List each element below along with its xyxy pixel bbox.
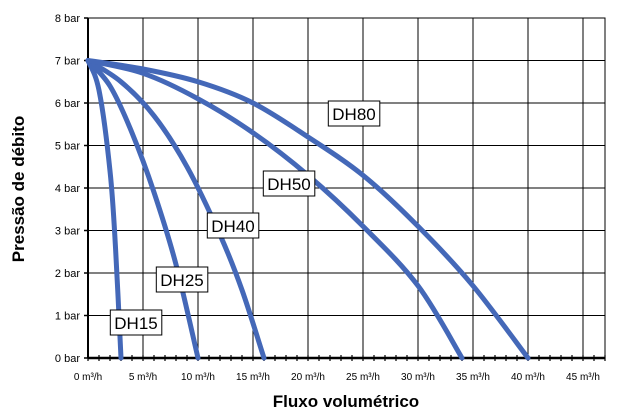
series-label-box [262, 170, 316, 197]
x-axis-title: Fluxo volumétrico [273, 392, 419, 411]
x-tick-label: 0 m³/h [74, 372, 102, 383]
y-tick-label: 0 bar [55, 353, 80, 365]
x-tick-label: 25 m³/h [346, 372, 380, 383]
series-label-text: DH50 [267, 175, 310, 194]
series-label-dh50: DH50 [262, 170, 316, 197]
series-label-dh15: DH15 [109, 309, 163, 336]
series-line-dh40 [85, 58, 267, 361]
y-tick-label: 2 bar [55, 268, 80, 280]
y-axis-title: Pressão de débito [9, 116, 28, 262]
y-tick-label: 4 bar [55, 183, 80, 195]
series-label-dh40: DH40 [206, 212, 260, 239]
x-tick-label: 15 m³/h [236, 372, 270, 383]
series-label-dh80: DH80 [327, 100, 381, 127]
x-tick-label: 20 m³/h [291, 372, 325, 383]
axes [84, 17, 606, 361]
x-tick-label: 10 m³/h [181, 372, 215, 383]
y-tick-label: 5 bar [55, 141, 80, 153]
series-line-dh50 [85, 58, 465, 361]
x-tick-label: 40 m³/h [511, 372, 545, 383]
series-label-text: DH25 [160, 271, 203, 290]
series-label-box [155, 266, 209, 293]
y-tick-label: 1 bar [55, 311, 80, 323]
series-label-dh25: DH25 [155, 266, 209, 293]
x-tick-label: 35 m³/h [456, 372, 490, 383]
x-tick-label: 30 m³/h [401, 372, 435, 383]
tick-labels: 0 bar 1 bar 2 bar 3 bar 4 bar 5 bar 6 bar 7 bar… [55, 13, 600, 383]
x-tick-label: 45 m³/h [566, 372, 600, 383]
y-tick-label: 8 bar [55, 13, 80, 25]
x-tick-label: 5 m³/h [129, 372, 157, 383]
series-label-text: DH15 [114, 314, 157, 333]
y-tick-label: 7 bar [55, 56, 80, 68]
series-label-box [206, 212, 260, 239]
series-label-text: DH80 [332, 105, 375, 124]
series-label-box [327, 100, 381, 127]
series-line-dh15 [85, 58, 124, 361]
series-label-text: DH40 [211, 217, 254, 236]
grid [88, 17, 605, 358]
series-line-dh80 [85, 58, 531, 361]
series-labels: DH15 DH25 DH40 DH50 DH80 [109, 100, 381, 336]
y-tick-label: 6 bar [55, 98, 80, 110]
series-label-box [109, 309, 163, 336]
y-tick-label: 3 bar [55, 226, 80, 238]
